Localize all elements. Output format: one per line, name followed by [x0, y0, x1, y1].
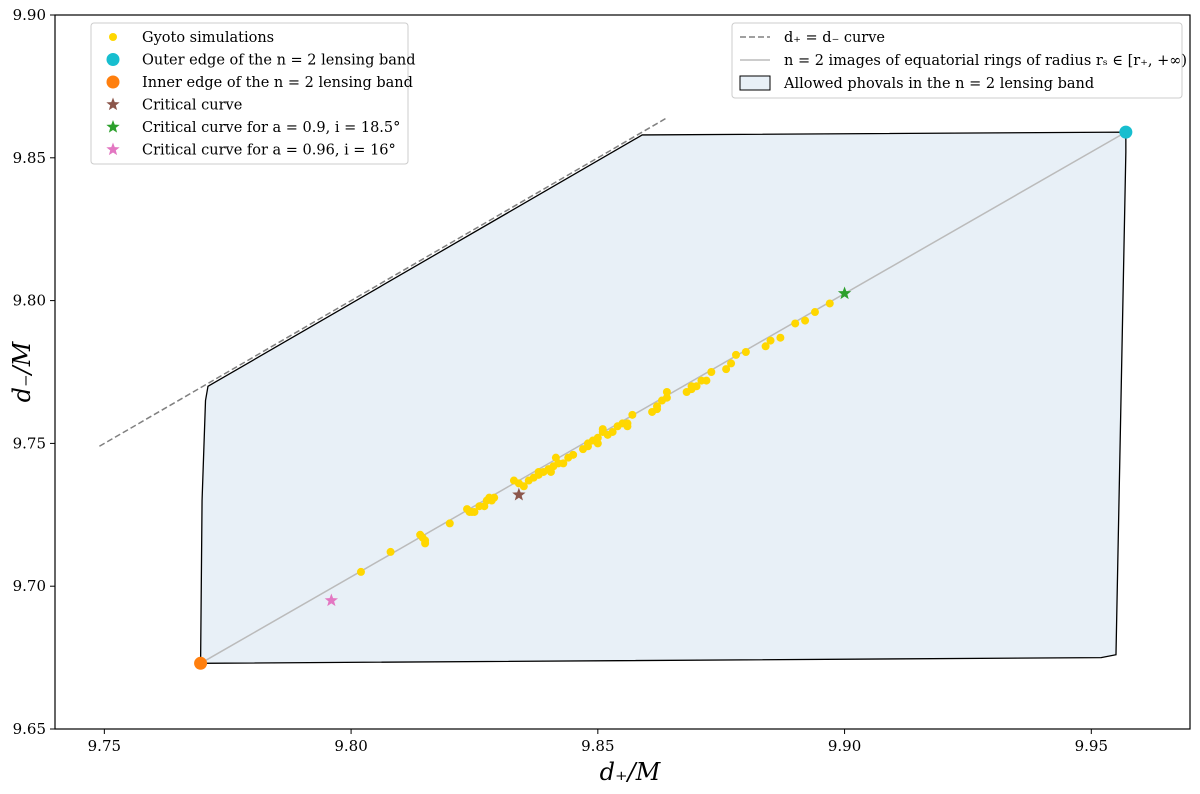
- legend-edge-circle: [106, 53, 120, 66]
- legend-left-items: Gyoto simulations Outer edge of the n = 2…: [106, 30, 416, 159]
- legend-left-box: [90, 22, 409, 165]
- gyoto-point: [628, 410, 637, 419]
- gyoto-point: [801, 316, 810, 325]
- gyoto-point: [825, 299, 834, 308]
- legend-gyoto-dot: [109, 33, 117, 41]
- legend-right: d₊ = d₋ curve n = 2 images of equatorial …: [731, 22, 1187, 99]
- gyoto-point: [702, 376, 711, 385]
- legend-right-label: Allowed phovals in the n = 2 lensing ban…: [783, 76, 1094, 92]
- gyoto-point: [593, 433, 602, 442]
- gyoto-point: [741, 348, 750, 357]
- gyoto-point: [776, 333, 785, 342]
- legend-left-label: Critical curve for a = 0.9, i = 18.5°: [142, 120, 400, 136]
- gyoto-point: [662, 393, 671, 402]
- gyoto-point: [470, 507, 479, 516]
- gyoto-point: [761, 342, 770, 351]
- gyoto-point: [653, 402, 662, 411]
- y-axis-label: d₋/M: [8, 340, 36, 402]
- critical-curve-a096-star: [324, 593, 339, 607]
- gyoto-point: [791, 319, 800, 328]
- y-tick-label: 9.70: [13, 577, 46, 595]
- gyoto-point: [732, 350, 740, 359]
- gyoto-point: [386, 547, 395, 556]
- gyoto-point: [598, 425, 607, 434]
- legend-left-label: Critical curve: [142, 98, 242, 114]
- plot-area: [99, 117, 1133, 670]
- plot-frame: [54, 14, 1191, 730]
- diagonal-dashed-line: [99, 117, 668, 447]
- outer-edge-marker: [1119, 125, 1133, 139]
- legend-left-label: Gyoto simulations: [142, 30, 274, 46]
- legend-star: [106, 97, 120, 111]
- y-tick-label: 9.80: [13, 292, 46, 310]
- gyoto-point: [662, 387, 671, 396]
- gyoto-point: [559, 459, 568, 468]
- gyoto-point: [593, 439, 602, 448]
- legend-left-label: Inner edge of the n = 2 lensing band: [142, 75, 413, 91]
- legend-star: [106, 142, 120, 156]
- legend-edge-circle: [106, 75, 120, 89]
- gyoto-point: [623, 422, 632, 431]
- y-tick-label: 9.90: [13, 6, 46, 24]
- tick-layer: 9.75 9.80 9.85 9.90 9.95 9.65 9.70 9.75 9.80 9.85…: [13, 6, 1108, 755]
- gyoto-point: [490, 493, 499, 502]
- legend-left-label: Outer edge of the n = 2 lensing band: [142, 53, 416, 69]
- inner-edge-marker: [194, 656, 208, 670]
- legend-region-patch: [739, 75, 771, 91]
- gyoto-point: [421, 539, 430, 548]
- legend-left-label: Critical curve for a = 0.96, i = 16°: [142, 143, 396, 159]
- y-tick-label: 9.75: [13, 434, 46, 452]
- x-tick-label: 9.80: [334, 737, 367, 755]
- legend-left: Gyoto simulations Outer edge of the n = 2…: [90, 22, 416, 165]
- gyoto-point: [722, 365, 731, 374]
- gyoto-point: [766, 336, 775, 345]
- legend-star: [106, 120, 120, 133]
- point-layer: [356, 299, 834, 576]
- legend-right-label: d₊ = d₋ curve: [784, 30, 885, 46]
- gyoto-point: [569, 450, 578, 459]
- legend-right-box: [731, 22, 1183, 99]
- marker-layer: [194, 125, 1133, 670]
- gyoto-point: [692, 382, 701, 391]
- gyoto-point: [810, 308, 819, 317]
- gyoto-point: [445, 519, 454, 528]
- gyoto-point: [707, 368, 716, 376]
- x-axis-label: d₊/M: [600, 758, 662, 786]
- legend-right-items: d₊ = d₋ curve n = 2 images of equatorial …: [739, 30, 1187, 92]
- y-tick-label: 9.85: [13, 149, 46, 167]
- y-tick-label: 9.65: [13, 720, 46, 738]
- gyoto-point: [519, 482, 528, 491]
- legend-right-label: n = 2 images of equatorial rings of radi…: [784, 53, 1187, 69]
- critical-curve-star: [512, 487, 526, 501]
- gyoto-point: [727, 359, 736, 368]
- gyoto-point: [608, 427, 617, 436]
- x-tick-label: 9.75: [88, 737, 121, 755]
- x-tick-label: 9.95: [1075, 737, 1108, 755]
- critical-curve-a09-star: [837, 286, 852, 300]
- x-tick-label: 9.90: [828, 737, 861, 755]
- x-tick-label: 9.85: [581, 737, 614, 755]
- gyoto-point: [356, 567, 365, 576]
